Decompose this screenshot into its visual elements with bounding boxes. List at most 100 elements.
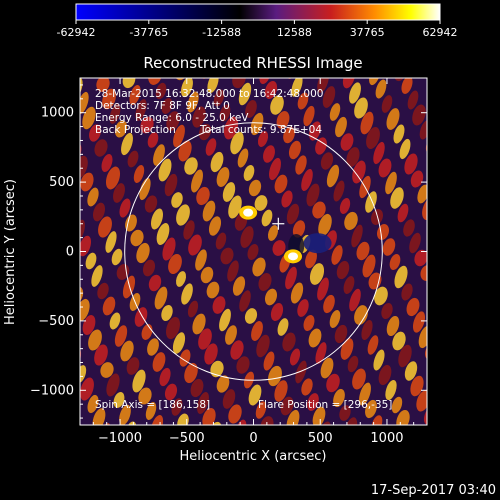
fringe-blob: [130, 229, 144, 247]
fringe-blob: [440, 180, 458, 200]
footer-timestamp: 17-Sep-2017 03:40: [371, 483, 496, 498]
fringe-blob: [331, 245, 343, 265]
fringe-blob: [315, 342, 327, 364]
fringe-blob: [40, 350, 58, 375]
fringe-blob: [373, 141, 385, 165]
fringe-blob: [80, 219, 85, 243]
fringe-blob: [119, 404, 131, 425]
fringe-blob: [488, 92, 500, 115]
fringe-blob: [406, 297, 420, 317]
bright-sources: [239, 205, 303, 264]
fringe-blob: [352, 160, 366, 184]
fringe-blob: [274, 380, 288, 402]
fringe-blob: [263, 351, 275, 371]
fringe-blob: [215, 232, 227, 250]
x-axis-label: Heliocentric X (arcsec): [180, 449, 327, 464]
fringe-blob: [259, 78, 271, 85]
fringe-blob: [267, 225, 279, 241]
fringe-blob: [148, 78, 162, 85]
colorbar-strip: [75, 3, 441, 21]
annotation-energy-range: Energy Range: 6.0 - 25.0 keV: [95, 112, 249, 124]
fringe-blob: [390, 187, 404, 209]
fringe-blob: [35, 130, 51, 153]
fringe-blob: [89, 124, 101, 142]
y-tick-label: −1000: [30, 383, 74, 398]
fringe-blob: [248, 179, 262, 197]
fringe-blob: [15, 357, 31, 377]
x-tick-label: −1000: [98, 431, 142, 446]
fringe-blob: [191, 169, 203, 193]
fringe-blob: [248, 384, 262, 406]
fringe-blob: [430, 150, 445, 170]
y-tick-label: 0: [66, 245, 74, 260]
fringe-blob: [305, 249, 317, 269]
fringe-blob: [291, 424, 308, 447]
fringe-blob: [228, 195, 242, 219]
fringe-blob: [346, 147, 360, 167]
fringe-blob: [291, 78, 303, 97]
fringe-blob: [135, 99, 147, 121]
colorbar-tick-label: -62942: [57, 26, 96, 39]
plot-area: [0, 12, 500, 476]
x-tick-label: 500: [308, 431, 333, 446]
fringe-blob: [168, 253, 182, 275]
fringe-blob: [187, 300, 199, 318]
fringe-blob: [138, 387, 152, 405]
fringe-blob: [94, 139, 108, 157]
fringe-blob: [416, 390, 427, 412]
colorbar-ticks: [75, 20, 441, 24]
fringe-blob: [412, 311, 426, 333]
fringe-blob: [0, 440, 9, 461]
fringe-blob: [222, 389, 236, 409]
fringe-blob: [106, 373, 120, 397]
fringe-blob: [465, 32, 481, 53]
fringe-blob: [16, 84, 33, 108]
fringe-blob: [257, 131, 269, 147]
fringe-blob: [0, 389, 17, 414]
fringe-blob: [401, 283, 413, 301]
fringe-blob: [281, 190, 293, 208]
fringe-blob: [10, 135, 25, 154]
fringe-blob: [276, 111, 290, 129]
fringe-blob: [317, 277, 329, 301]
fringe-blob: [35, 337, 51, 358]
fringe-blob: [0, 453, 16, 476]
fringe-blob: [412, 104, 426, 126]
fringe-blob: [200, 266, 214, 284]
fringe-blob: [122, 78, 136, 89]
fringe-blob: [222, 182, 236, 202]
fringe-blob: [126, 357, 140, 375]
fringe-blob: [306, 183, 320, 207]
fringe-blob: [268, 365, 282, 387]
fringe-blob: [219, 308, 231, 332]
fringe-blob: [61, 125, 77, 150]
fringe-blob: [250, 112, 264, 136]
fringe-blob: [51, 240, 67, 260]
fringe-blob: [457, 287, 473, 311]
fringe-blob: [417, 184, 427, 204]
fringe-blob: [455, 145, 472, 167]
fringe-blob: [235, 419, 247, 425]
fringe-blob: [485, 12, 500, 35]
fringe-blob: [320, 152, 334, 170]
fringe-blob: [91, 265, 103, 287]
fringe-blob: [244, 308, 258, 324]
fringe-blob: [177, 413, 189, 425]
fringe-blob: [431, 85, 447, 108]
fringe-blob: [239, 290, 251, 312]
fringe-blob: [64, 270, 78, 289]
bright-source-core: [288, 252, 299, 261]
fringe-blob: [173, 124, 185, 148]
fringe-blob: [175, 271, 187, 287]
fringe-blob: [122, 275, 136, 299]
fringe-blob: [205, 138, 217, 156]
fringe-blob: [152, 352, 166, 372]
fringe-blob: [361, 319, 373, 341]
fringe-blob: [458, 17, 475, 39]
fringe-blob: [436, 98, 455, 124]
fringe-blob: [307, 393, 319, 411]
fringe-blob: [178, 140, 192, 162]
fringe-blob: [492, 170, 500, 193]
fringe-blob: [283, 126, 295, 144]
